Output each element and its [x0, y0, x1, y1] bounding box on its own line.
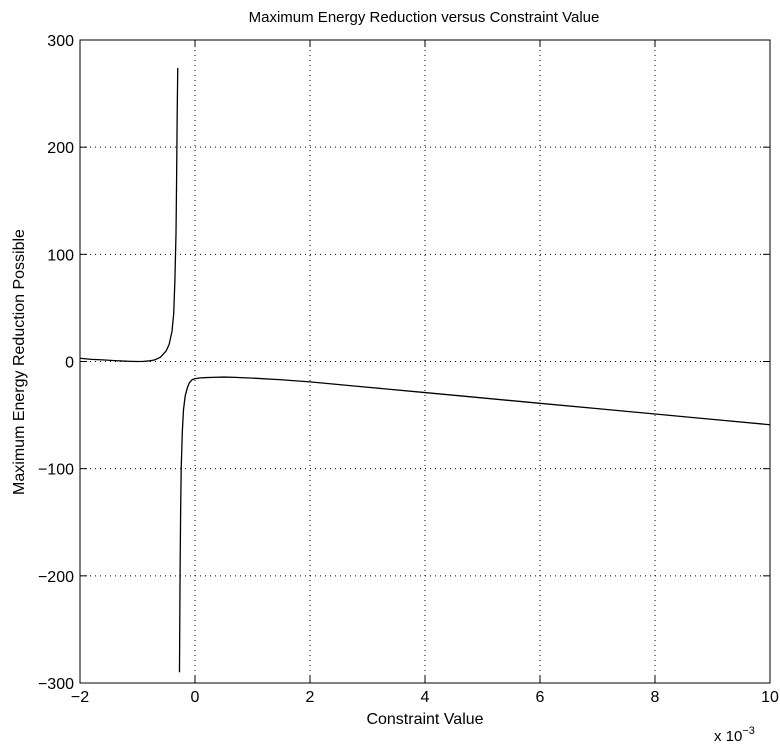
- y-tick-label: 300: [47, 33, 74, 50]
- x-tick-label: 6: [536, 689, 545, 706]
- x-tick-label: 2: [306, 689, 315, 706]
- x-axis-label: Constraint Value: [366, 711, 483, 728]
- x-tick-label: 0: [191, 689, 200, 706]
- x-multiplier-label: x 10−3: [714, 725, 755, 745]
- y-axis-label: Maximum Energy Reduction Possible: [11, 229, 28, 495]
- series-line-2: [178, 376, 771, 673]
- grid-layer: [80, 40, 770, 683]
- chart-title: Maximum Energy Reduction versus Constrai…: [249, 9, 600, 26]
- x-multiplier-base: x 10: [714, 728, 742, 745]
- x-tick-label: 8: [651, 689, 660, 706]
- y-tick-label: 0: [65, 355, 74, 372]
- x-tick-label: −2: [71, 689, 89, 706]
- curve-layer: [79, 67, 771, 673]
- x-tick-label: 10: [761, 689, 779, 706]
- y-tick-label: 100: [47, 247, 74, 264]
- y-tick-label: −200: [38, 569, 74, 586]
- y-tick-label: 200: [47, 140, 74, 157]
- x-tick-label: 4: [421, 689, 430, 706]
- series-line-1: [79, 67, 179, 363]
- x-multiplier-exponent: −3: [742, 725, 755, 737]
- y-tick-label: −100: [38, 462, 74, 479]
- tick-layer: −2 0 2 4 6 8 10 300 200 100 0 −100 −200 −300: [38, 33, 779, 706]
- y-tick-label: −300: [38, 676, 74, 693]
- plot-frame: [79, 39, 771, 684]
